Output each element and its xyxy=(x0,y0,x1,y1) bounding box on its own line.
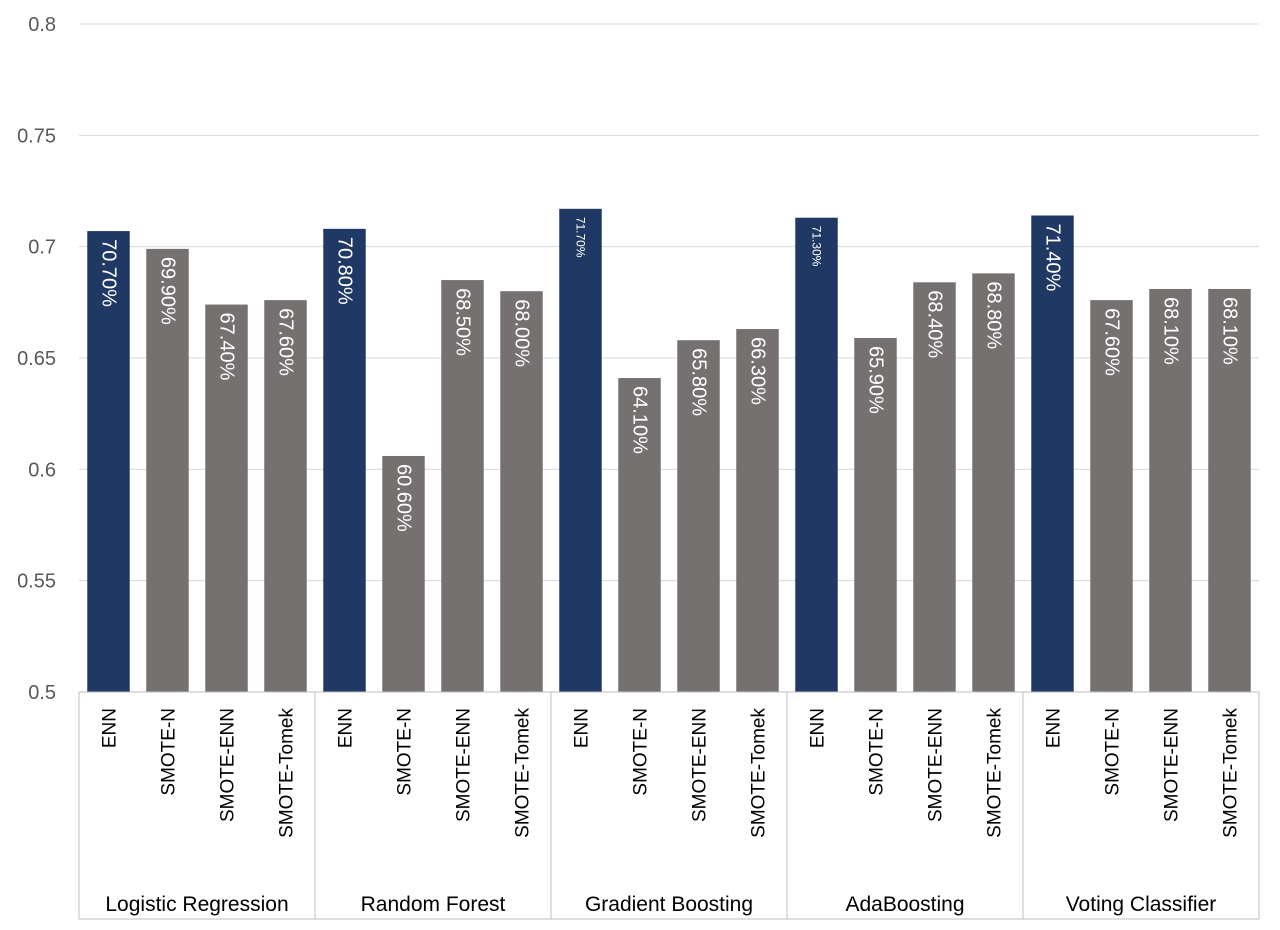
category-label: SMOTE-ENN xyxy=(690,708,711,822)
category-label: SMOTE-Tomek xyxy=(513,708,534,838)
data-label: 68.10% xyxy=(1219,297,1241,365)
bars xyxy=(87,208,1251,693)
category-label: ENN xyxy=(572,708,593,748)
data-label: 65.80% xyxy=(688,348,710,416)
bar xyxy=(736,329,779,692)
bar xyxy=(205,304,248,692)
data-label: 68.80% xyxy=(983,281,1005,349)
data-label: 60.60% xyxy=(393,464,415,532)
data-label: 69.90% xyxy=(157,257,179,325)
data-label: 66.30% xyxy=(747,337,769,405)
bar xyxy=(1149,288,1192,692)
group-label: Logistic Regression xyxy=(105,893,288,916)
category-label: SMOTE-ENN xyxy=(1162,708,1183,822)
data-label: 68.10% xyxy=(1160,297,1182,365)
group-label: Random Forest xyxy=(361,893,506,916)
category-label: SMOTE-ENN xyxy=(218,708,239,822)
y-axis-tick-labels: 0.5 0.55 0.6 0.65 0.7 0.75 0.8 xyxy=(17,14,56,704)
category-label: ENN xyxy=(336,708,357,748)
category-label: SMOTE-Tomek xyxy=(1221,708,1242,838)
category-label: SMOTE-N xyxy=(159,708,180,796)
y-tick-label: 0.75 xyxy=(17,125,56,147)
data-label: 67.40% xyxy=(216,313,238,381)
y-tick-label: 0.65 xyxy=(17,348,56,370)
data-label: 70.80% xyxy=(334,237,356,305)
y-tick-label: 0.7 xyxy=(28,237,56,259)
y-tick-label: 0.6 xyxy=(28,459,56,481)
bar xyxy=(854,337,897,692)
data-label: 68.40% xyxy=(924,290,946,358)
bar xyxy=(559,208,602,692)
data-label: 71.40% xyxy=(1042,223,1064,291)
bar xyxy=(441,280,484,692)
bar xyxy=(795,217,838,692)
y-tick-label: 0.8 xyxy=(28,14,56,36)
bar xyxy=(1208,288,1251,692)
data-label: 65.90% xyxy=(865,346,887,414)
category-label: SMOTE-N xyxy=(631,708,652,796)
group-label: Gradient Boosting xyxy=(585,893,753,916)
group-label: AdaBoosting xyxy=(845,893,964,916)
x-axis xyxy=(78,691,1260,920)
data-label: 67.60% xyxy=(275,308,297,376)
data-label: 71.70% xyxy=(574,217,588,258)
bar xyxy=(323,228,366,692)
data-label: 70.70% xyxy=(98,239,120,307)
category-labels: ENN SMOTE-N SMOTE-ENN SMOTE-Tomek ENN SMOTE-N… xyxy=(100,708,1242,838)
bar xyxy=(264,300,307,692)
bar xyxy=(677,340,720,692)
category-label: SMOTE-N xyxy=(395,708,416,796)
data-label: 67.60% xyxy=(1101,308,1123,376)
data-labels: 70.70% 69.90% 67.40% 67.60% 70.80% 60.60% 68.5… xyxy=(98,217,1241,532)
bar xyxy=(146,248,189,693)
data-label: 68.00% xyxy=(511,299,533,367)
data-label: 68.50% xyxy=(452,288,474,356)
category-label: ENN xyxy=(100,708,121,748)
category-label: SMOTE-Tomek xyxy=(749,708,770,838)
y-tick-label: 0.55 xyxy=(17,571,56,593)
category-label: SMOTE-ENN xyxy=(454,708,475,822)
category-label: SMOTE-Tomek xyxy=(277,708,298,838)
bar xyxy=(1031,215,1074,692)
bar xyxy=(1090,300,1133,692)
group-labels: Logistic Regression Random Forest Gradient… xyxy=(105,893,1216,916)
bar xyxy=(382,455,425,692)
category-label: SMOTE-N xyxy=(1103,708,1124,796)
category-label: SMOTE-N xyxy=(867,708,888,796)
data-label: 71.30% xyxy=(810,226,824,267)
bar xyxy=(87,231,130,692)
category-label: SMOTE-ENN xyxy=(926,708,947,822)
category-label: SMOTE-Tomek xyxy=(985,708,1006,838)
category-label: ENN xyxy=(1044,708,1065,748)
bar xyxy=(500,291,543,692)
bar xyxy=(913,282,956,692)
group-label: Voting Classifier xyxy=(1066,893,1217,916)
bar xyxy=(972,273,1015,692)
category-label: ENN xyxy=(808,708,829,748)
y-tick-label: 0.5 xyxy=(28,682,56,704)
bar xyxy=(618,378,661,692)
data-label: 64.10% xyxy=(629,386,651,454)
